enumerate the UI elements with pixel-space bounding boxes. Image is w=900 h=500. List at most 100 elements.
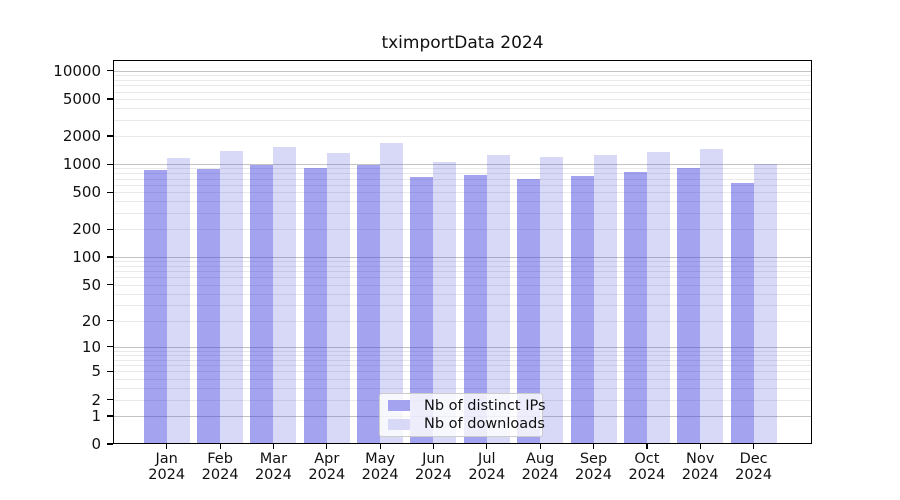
- bar-downloads-oct: [646, 152, 670, 444]
- bar-downloads-dec: [753, 163, 777, 444]
- bar-downloads-aug: [540, 157, 564, 444]
- bar-downloads-jun: [433, 161, 457, 444]
- gridline-9: [113, 350, 812, 352]
- gridline-400: [113, 201, 812, 203]
- y-tick: [107, 415, 113, 417]
- x-tick: [699, 444, 701, 449]
- bar-distinct-ips-feb: [197, 169, 221, 444]
- gridline-800: [113, 173, 812, 175]
- bar-distinct-ips-dec: [730, 182, 754, 444]
- x-tick-label-oct: Oct 2024: [628, 451, 666, 483]
- y-tick-label: 10000: [53, 61, 101, 80]
- chart-title: tximportData 2024: [381, 33, 544, 53]
- gridline-5000: [113, 98, 812, 100]
- y-tick: [107, 191, 113, 193]
- gridline-20: [113, 320, 812, 322]
- y-tick-label: 100: [72, 248, 101, 266]
- x-tick: [166, 444, 168, 449]
- x-tick: [592, 444, 595, 449]
- x-tick-label-feb: Feb 2024: [201, 451, 239, 483]
- y-tick-label: 0: [91, 435, 101, 453]
- x-tick-label-apr: Apr 2024: [308, 451, 346, 483]
- x-tick-label-sep: Sep 2024: [575, 451, 612, 483]
- y-tick: [107, 370, 113, 373]
- y-tick: [107, 98, 113, 100]
- y-tick-label: 5000: [62, 89, 101, 108]
- y-tick: [107, 443, 113, 445]
- gridline-5: [113, 371, 812, 373]
- bar-downloads-nov: [700, 149, 724, 444]
- gridline-90: [113, 261, 812, 263]
- x-tick: [753, 444, 755, 449]
- gridline-50: [113, 284, 812, 286]
- gridline-300: [113, 212, 812, 214]
- y-tick-label: 5: [91, 362, 101, 381]
- y-tick: [107, 70, 113, 72]
- gridline-8: [113, 355, 812, 356]
- legend-label-distinct-ips: Nb of distinct IPs: [424, 397, 546, 414]
- bar-distinct-ips-jan: [143, 170, 167, 444]
- y-tick-label: 50: [81, 275, 101, 294]
- bar-downloads-mar: [273, 147, 297, 444]
- gridline-200: [113, 229, 812, 231]
- bar-distinct-ips-oct: [623, 172, 647, 444]
- gridline-7: [113, 359, 812, 361]
- gridline-4000: [113, 107, 812, 109]
- y-tick: [107, 228, 113, 230]
- gridline-8000: [113, 79, 812, 81]
- gridline-600: [113, 184, 812, 186]
- y-tick: [107, 320, 113, 322]
- bar-distinct-ips-jul: [463, 174, 487, 444]
- bar-downloads-jan: [166, 158, 190, 444]
- y-tick-label: 200: [72, 220, 101, 239]
- y-tick-label: 2: [91, 390, 101, 409]
- gridline-500: [113, 192, 812, 194]
- y-tick: [107, 284, 113, 286]
- x-tick: [539, 444, 541, 449]
- y-tick: [107, 135, 113, 137]
- x-tick-label-nov: Nov 2024: [681, 451, 719, 483]
- x-tick-label-jun: Jun 2024: [414, 451, 452, 483]
- legend-label-downloads: Nb of downloads: [424, 416, 545, 433]
- legend: Nb of distinct IPs Nb of downloads: [379, 393, 546, 437]
- gridline-2000: [113, 136, 812, 137]
- legend-item-downloads: Nb of downloads: [384, 415, 545, 433]
- legend-item-distinct-ips: Nb of distinct IPs: [384, 397, 546, 415]
- x-tick-label-aug: Aug 2024: [521, 451, 559, 483]
- y-tick: [107, 398, 113, 401]
- y-tick: [107, 163, 113, 165]
- y-tick-label: 1: [91, 406, 101, 425]
- bar-distinct-ips-nov: [677, 168, 701, 444]
- x-tick: [272, 444, 275, 449]
- gridline-1000: [113, 164, 812, 166]
- gridline-700: [113, 178, 812, 180]
- x-tick-label-mar: Mar 2024: [254, 451, 292, 483]
- gridline-70: [113, 271, 812, 273]
- y-tick-label: 20: [81, 311, 101, 330]
- gridline-4: [113, 378, 812, 380]
- bar-distinct-ips-apr: [303, 167, 327, 444]
- gridline-80: [113, 265, 812, 267]
- x-tick: [486, 444, 488, 449]
- gridline-6000: [113, 91, 812, 93]
- bar-distinct-ips-sep: [570, 176, 594, 444]
- gridline-60: [113, 277, 812, 279]
- x-tick: [219, 444, 221, 449]
- bar-downloads-may: [380, 143, 404, 444]
- x-tick-label-dec: Dec 2024: [735, 451, 773, 483]
- gridline-10000: [113, 70, 812, 72]
- y-tick-label: 1000: [62, 155, 101, 174]
- bar-downloads-jul: [486, 155, 510, 444]
- gridline-7000: [113, 85, 812, 87]
- gridline-3000: [113, 119, 812, 121]
- legend-swatch-distinct-ips: [388, 400, 410, 412]
- bar-downloads-sep: [593, 155, 617, 444]
- gridline-6: [113, 365, 812, 367]
- x-tick: [326, 444, 328, 449]
- x-tick: [379, 444, 381, 449]
- y-tick-label: 500: [72, 183, 101, 202]
- bar-distinct-ips-jun: [410, 176, 434, 444]
- x-tick-label-jul: Jul 2024: [468, 451, 506, 483]
- gridline-3: [113, 387, 812, 389]
